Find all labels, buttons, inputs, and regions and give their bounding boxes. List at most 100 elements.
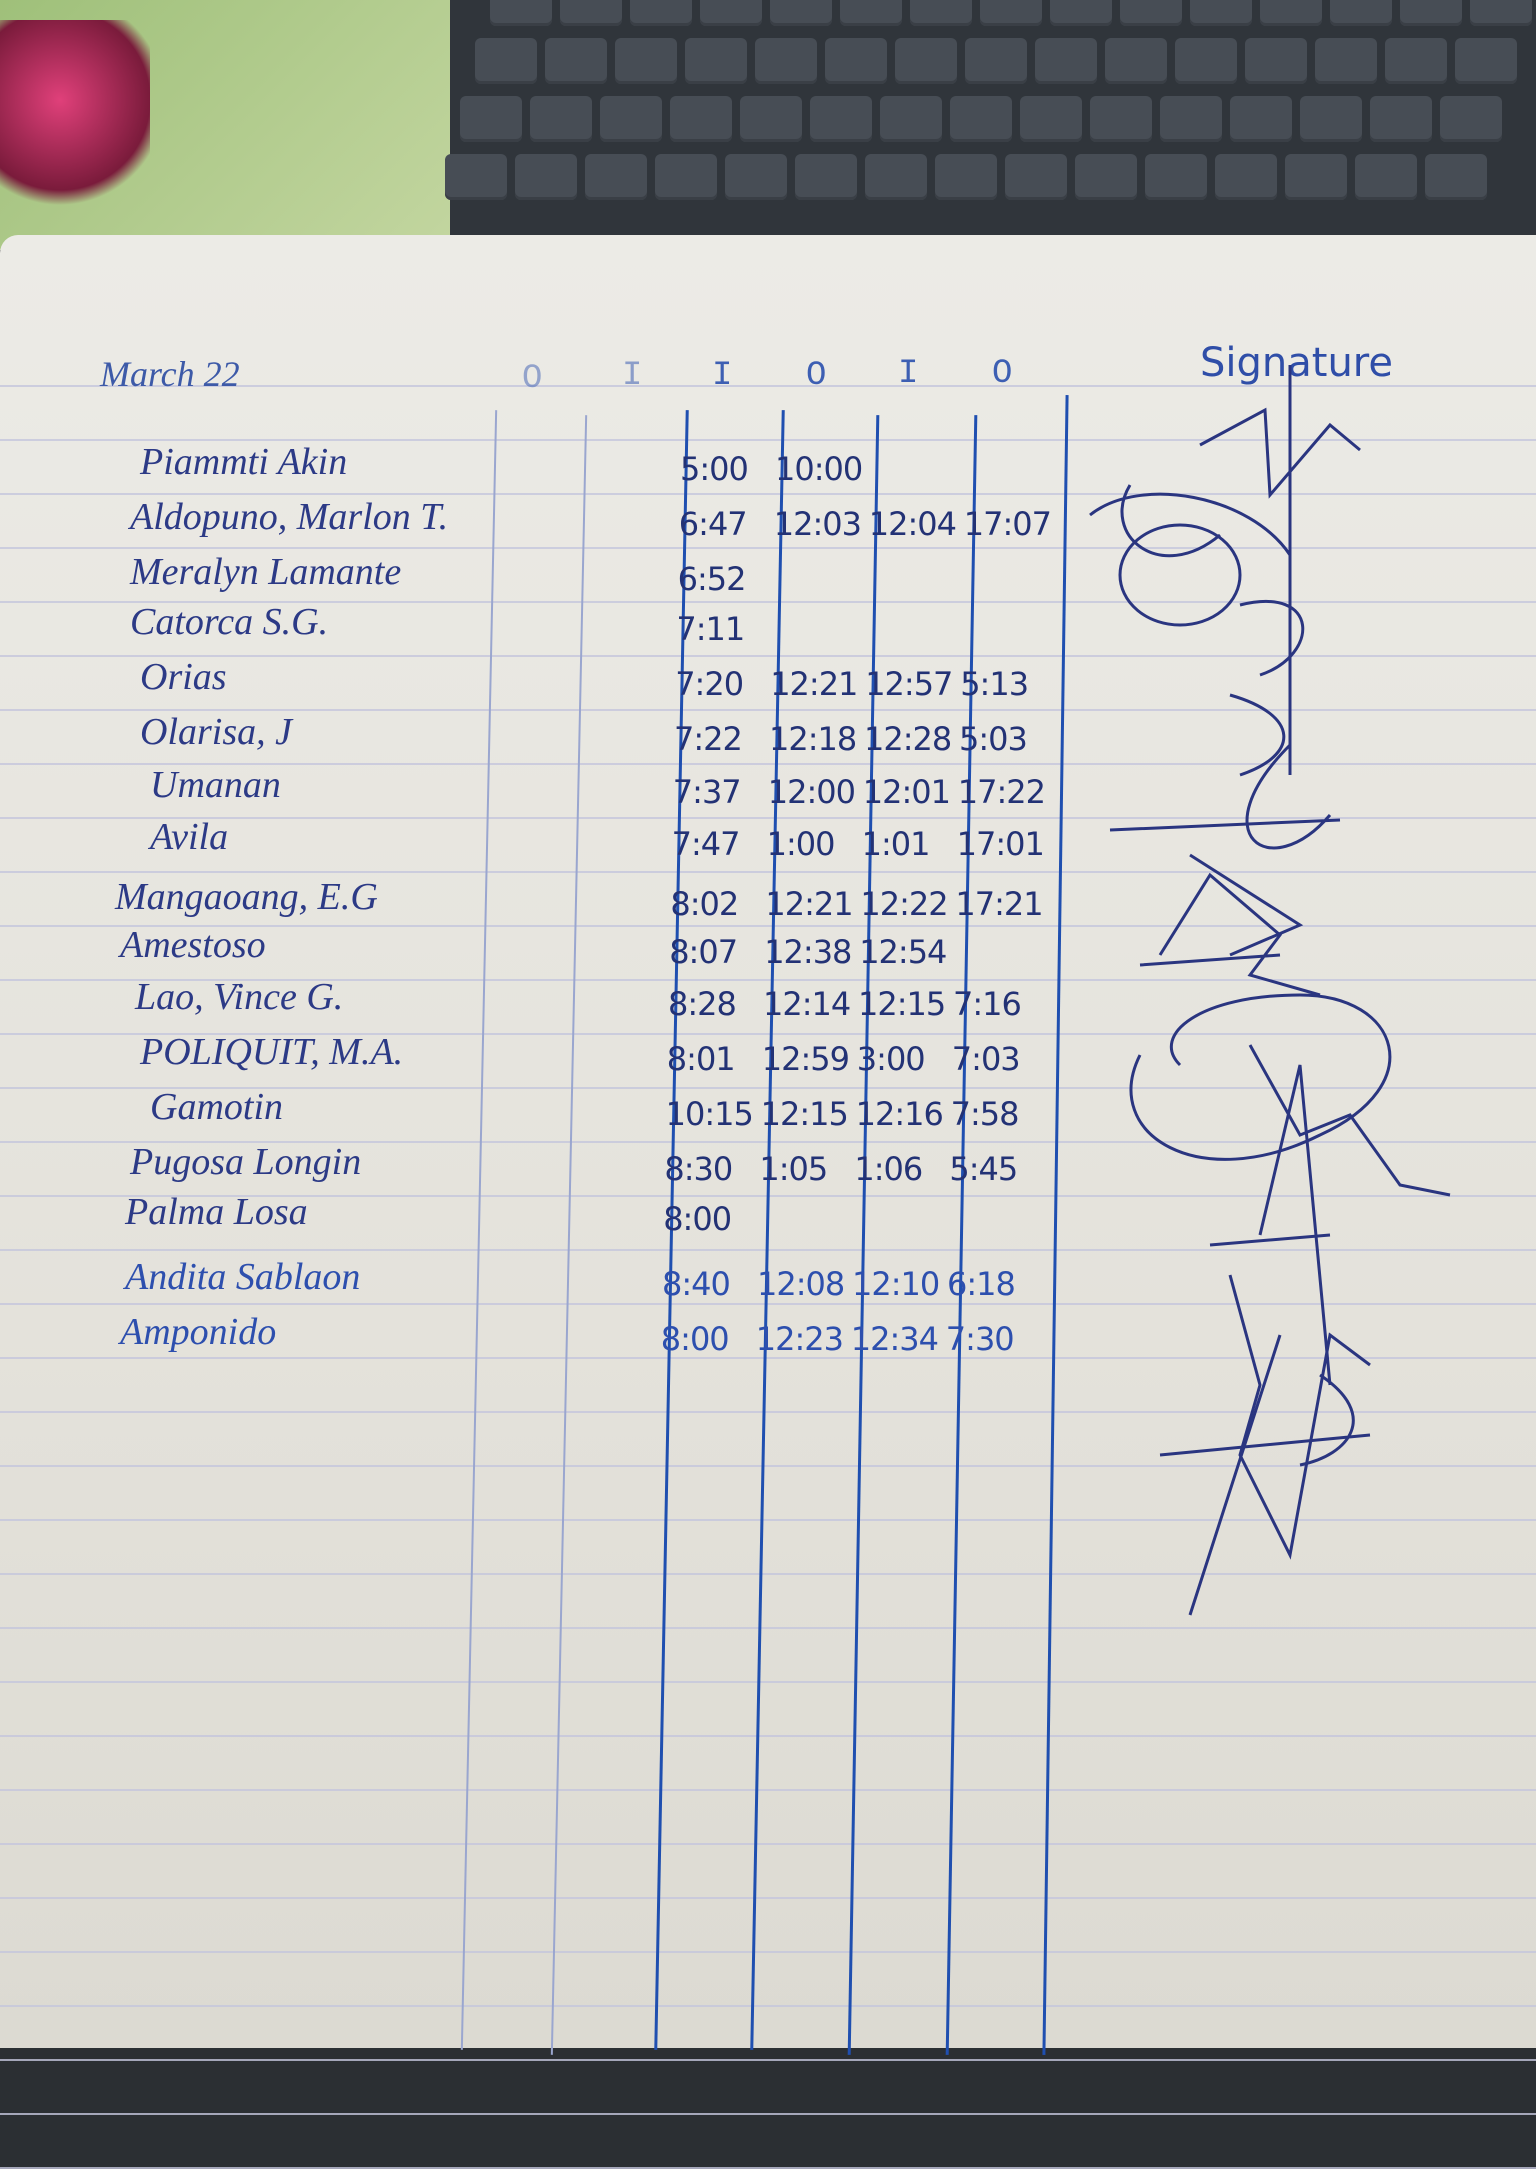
signature-scribble <box>1209 1233 1371 1560</box>
sheet-date: March 22 <box>100 354 240 394</box>
keyboard-key <box>1005 154 1067 200</box>
time-out-am: 12:18 <box>769 720 857 758</box>
keyboard-key <box>1355 154 1417 200</box>
signature-scribble <box>1089 484 1292 558</box>
keyboard-key <box>600 96 662 142</box>
keyboard-key <box>1090 96 1152 142</box>
time-in-am: 8:01 <box>666 1040 736 1078</box>
keyboard-key <box>1175 38 1237 84</box>
keyboard-key <box>910 0 972 26</box>
time-in-pm: 12:22 <box>860 885 948 923</box>
time-out-pm: 5:45 <box>949 1150 1018 1188</box>
attendee-name: Andita Sablaon <box>125 1256 361 1298</box>
ruled-line <box>0 1951 1536 1953</box>
keyboard-key <box>1330 0 1392 26</box>
keyboard-key <box>1285 154 1347 200</box>
keyboard-key <box>935 154 997 200</box>
keyboard-key <box>515 154 577 200</box>
attendee-name: Palma Losa <box>125 1191 308 1233</box>
ruled-line <box>0 1897 1536 1899</box>
keyboard-key <box>585 154 647 200</box>
keyboard-key <box>445 154 507 200</box>
time-out-am: 10:00 <box>775 450 863 488</box>
keyboard-key <box>1035 38 1097 84</box>
ruled-line <box>0 817 1536 819</box>
time-in-am: 8:00 <box>660 1320 730 1358</box>
ruled-line <box>0 2005 1536 2007</box>
attendee-name: Gamotin <box>150 1086 283 1128</box>
attendee-name: Amponido <box>120 1311 277 1353</box>
keyboard-key <box>1190 0 1252 26</box>
time-in-am: 7:22 <box>674 720 743 758</box>
time-out-pm: 7:30 <box>945 1320 1015 1358</box>
ruled-line <box>0 2113 1536 2115</box>
time-in-am: 7:20 <box>675 665 744 703</box>
attendee-name: Avila <box>150 816 229 858</box>
time-out-am: 12:14 <box>763 985 851 1023</box>
attendee-name: Meralyn Lamante <box>130 551 402 593</box>
keyboard-key <box>1260 0 1322 26</box>
keyboard-key <box>795 154 857 200</box>
keyboard-key <box>460 96 522 142</box>
time-in-pm: 1:01 <box>861 825 931 863</box>
column-header: O <box>992 355 1013 393</box>
time-in-pm: 12:34 <box>850 1320 939 1358</box>
keyboard-key <box>490 0 552 26</box>
time-in-pm: 12:28 <box>864 720 952 758</box>
time-out-am: 12:08 <box>757 1265 845 1303</box>
time-out-am: 12:15 <box>760 1095 849 1133</box>
attendee-name: Lao, Vince G. <box>135 976 344 1018</box>
ruled-line <box>0 709 1536 711</box>
keyboard-key <box>770 0 832 26</box>
keyboard-key <box>670 96 732 142</box>
keyboard-key <box>1120 0 1182 26</box>
ruled-line <box>0 2059 1536 2061</box>
ruled-line <box>0 1519 1536 1521</box>
time-out-pm: 17:21 <box>955 885 1043 923</box>
attendee-name: Mangaoang, E.G <box>115 876 378 918</box>
column-header: I <box>622 357 643 395</box>
time-out-pm: 6:18 <box>947 1265 1016 1303</box>
time-in-pm: 12:01 <box>862 773 951 811</box>
keyboard-key <box>545 38 607 84</box>
ruled-line <box>0 871 1536 873</box>
ruled-line <box>0 1627 1536 1629</box>
keyboard-key <box>1300 96 1362 142</box>
time-in-am: 6:47 <box>678 505 748 543</box>
ruled-line <box>0 493 1536 495</box>
column-header: O <box>522 360 543 398</box>
keyboard-key <box>825 38 887 84</box>
ruled-line <box>0 1465 1536 1467</box>
keyboard-key <box>530 96 592 142</box>
keyboard-key <box>1230 96 1292 142</box>
time-in-am: 8:40 <box>662 1265 731 1303</box>
signatures <box>1089 365 1451 1616</box>
ruled-line <box>0 925 1536 927</box>
time-out-pm: 17:01 <box>956 825 1045 863</box>
keyboard-key <box>1215 154 1277 200</box>
time-in-am: 8:00 <box>663 1200 732 1238</box>
ruled-line <box>0 1789 1536 1791</box>
time-out-am: 12:00 <box>767 773 856 811</box>
time-out-pm: 5:03 <box>959 720 1028 758</box>
keyboard-key <box>630 0 692 26</box>
ruled-line <box>0 1303 1536 1305</box>
time-in-pm: 12:57 <box>865 665 953 703</box>
time-out-am: 1:05 <box>759 1150 828 1188</box>
attendee-name: Olarisa, J <box>140 711 292 753</box>
signature-scribble <box>1139 872 1321 997</box>
time-out-pm: 7:03 <box>951 1040 1021 1078</box>
ruled-line <box>0 763 1536 765</box>
time-in-pm: 12:54 <box>859 933 947 971</box>
time-in-pm: 12:16 <box>855 1095 944 1133</box>
keyboard-key <box>725 154 787 200</box>
keyboard-key <box>1075 154 1137 200</box>
attendee-name: Catorca S.G. <box>130 601 329 643</box>
signature-scribble <box>1199 407 1361 499</box>
time-in-pm: 12:10 <box>852 1265 940 1303</box>
keyboard-key <box>740 96 802 142</box>
signature-scribble <box>1129 993 1392 1161</box>
keyboard-key <box>685 38 747 84</box>
time-in-pm: 3:00 <box>856 1040 926 1078</box>
time-in-am: 8:28 <box>668 985 737 1023</box>
